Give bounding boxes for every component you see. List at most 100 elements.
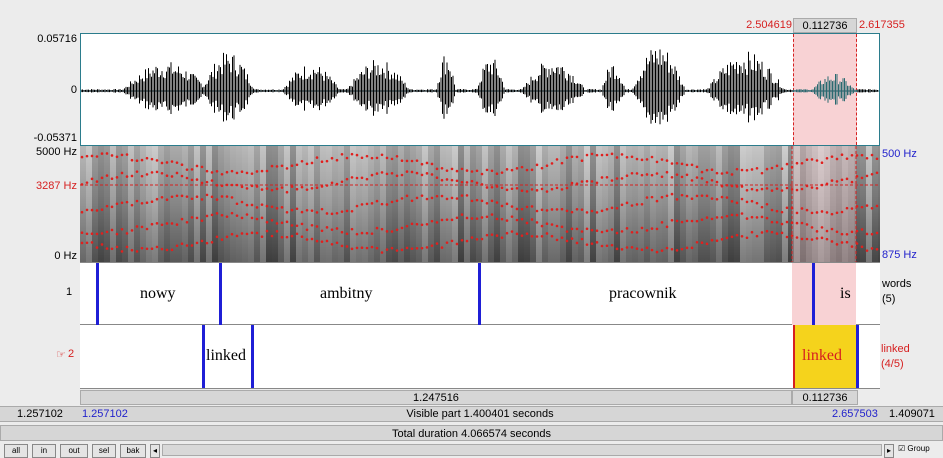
- formant-point: [620, 248, 624, 251]
- formant-point: [855, 205, 859, 208]
- spectrogram-column: [416, 146, 422, 262]
- duration-main[interactable]: 1.247516: [80, 390, 792, 405]
- formant-point: [160, 223, 164, 227]
- formant-point: [580, 237, 584, 241]
- formant-point: [95, 246, 99, 249]
- interval-boundary[interactable]: [478, 263, 481, 325]
- interval-boundary[interactable]: [251, 325, 254, 388]
- wave-zero-label: 0: [70, 84, 77, 96]
- formant-point: [290, 164, 294, 167]
- word-interval[interactable]: nowy: [140, 285, 176, 302]
- formant-point: [280, 206, 284, 209]
- formant-point: [790, 188, 794, 191]
- selected-interval[interactable]: [793, 325, 857, 388]
- formant-point: [240, 232, 244, 235]
- formant-point: [870, 206, 874, 210]
- formant-point: [655, 172, 659, 175]
- formant-point: [785, 206, 789, 210]
- formant-point: [505, 219, 509, 222]
- formant-point: [560, 207, 564, 211]
- formant-point: [180, 163, 184, 167]
- scroll-left-icon[interactable]: ◂: [150, 444, 160, 458]
- formant-point: [120, 250, 124, 253]
- formant-point: [175, 223, 179, 226]
- interval-boundary[interactable]: [856, 325, 859, 388]
- zoom-out-button[interactable]: out: [60, 444, 88, 458]
- formant-point: [300, 185, 304, 189]
- formant-point: [705, 242, 709, 246]
- scroll-right-icon[interactable]: ▸: [884, 444, 894, 458]
- spec-cursor-label: 3287 Hz: [36, 180, 77, 192]
- formant-point: [400, 226, 404, 230]
- formant-point: [445, 241, 449, 244]
- formant-point: [610, 206, 614, 210]
- formant-point: [175, 171, 179, 175]
- formant-point: [185, 168, 189, 171]
- formant-point: [605, 153, 609, 157]
- linked-interval-selected[interactable]: linked: [802, 347, 842, 364]
- group-label: Group: [907, 444, 930, 453]
- formant-point: [495, 201, 499, 204]
- visible-part-text[interactable]: Visible part 1.400401 seconds: [406, 408, 554, 420]
- formant-point: [800, 237, 804, 241]
- formant-point: [610, 179, 614, 182]
- zoom-in-button[interactable]: in: [32, 444, 56, 458]
- formant-point: [485, 186, 489, 189]
- tier-words[interactable]: nowy ambitny pracownik is: [80, 262, 880, 325]
- formant-point: [770, 230, 774, 234]
- formant-point: [655, 227, 659, 231]
- tier-linked[interactable]: linked linked: [80, 325, 880, 389]
- interval-boundary[interactable]: [219, 263, 222, 325]
- formant-point: [220, 184, 224, 188]
- formant-point: [310, 223, 314, 227]
- waveform-panel[interactable]: [80, 33, 880, 146]
- spectrogram-column: [218, 146, 224, 262]
- interval-boundary[interactable]: [202, 325, 205, 388]
- formant-point: [485, 168, 489, 172]
- word-interval[interactable]: is: [840, 285, 851, 302]
- word-interval[interactable]: pracownik: [609, 285, 677, 302]
- duration-selected[interactable]: 0.112736: [792, 390, 858, 405]
- zoom-all-button[interactable]: all: [4, 444, 28, 458]
- total-duration[interactable]: Total duration 4.066574 seconds: [0, 425, 943, 441]
- formant-point: [240, 185, 244, 189]
- formant-point: [430, 244, 434, 247]
- visible-bar[interactable]: 1.257102 1.257102 Visible part 1.400401 …: [0, 406, 943, 422]
- zoom-sel-button[interactable]: sel: [92, 444, 116, 458]
- spectrogram-column: [860, 146, 866, 262]
- formant-point: [435, 194, 439, 198]
- formant-point: [110, 154, 114, 157]
- selection-length[interactable]: 0.112736: [793, 18, 857, 33]
- word-interval[interactable]: ambitny: [320, 285, 373, 302]
- visible-left-outer[interactable]: 1.257102: [17, 408, 63, 420]
- formant-point: [730, 200, 734, 203]
- formant-point: [460, 180, 464, 184]
- formant-point: [760, 215, 764, 219]
- horizontal-scrollbar[interactable]: [162, 444, 882, 456]
- formant-point: [605, 229, 609, 233]
- interval-boundary[interactable]: [96, 263, 99, 325]
- formant-point: [340, 210, 344, 213]
- formant-point: [785, 162, 789, 166]
- visible-right-outer[interactable]: 1.409071: [889, 408, 935, 420]
- zoom-back-button[interactable]: bak: [120, 444, 146, 458]
- formant-point: [330, 156, 334, 160]
- formant-point: [770, 208, 774, 212]
- formant-point: [85, 154, 89, 158]
- formant-point: [720, 216, 724, 219]
- tier2-name[interactable]: linked: [881, 343, 910, 355]
- tier1-name[interactable]: words: [882, 278, 912, 290]
- formant-point: [530, 205, 534, 208]
- formant-point: [470, 217, 474, 220]
- spectrogram-column: [782, 146, 788, 262]
- formant-point: [690, 179, 694, 182]
- formant-point: [245, 187, 249, 190]
- formant-point: [670, 175, 674, 179]
- formant-point: [615, 231, 619, 235]
- spectrogram-panel[interactable]: [80, 146, 880, 262]
- linked-interval[interactable]: linked: [206, 347, 246, 364]
- formant-point: [610, 152, 614, 156]
- interval-boundary[interactable]: [812, 263, 815, 325]
- group-checkbox[interactable]: ☑ Group: [898, 444, 930, 453]
- formant-point: [530, 188, 534, 191]
